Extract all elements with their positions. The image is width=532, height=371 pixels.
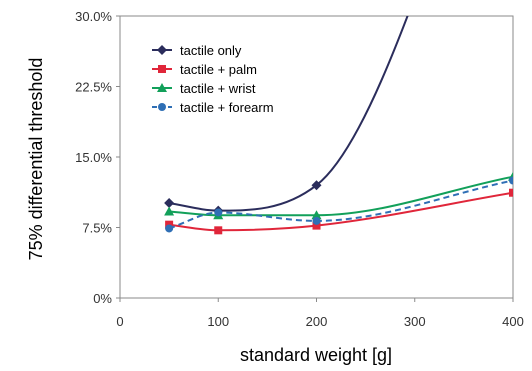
y-tick-label: 15.0% (75, 150, 112, 165)
y-axis-title: 75% differential threshold (26, 58, 46, 261)
legend-marker (158, 103, 166, 111)
y-axis-ticks: 0% 7.5% 15.0% 22.5% 30.0% (75, 9, 120, 306)
data-point-series-4 (509, 176, 513, 185)
x-tick-label: 0 (116, 314, 123, 329)
x-tick-label: 400 (502, 314, 524, 329)
legend-marker (157, 83, 167, 92)
legend-label: tactile only (180, 43, 242, 58)
series-line-3 (169, 175, 513, 217)
x-axis-ticks: 0 100 200 300 400 (116, 298, 524, 329)
x-tick-label: 300 (404, 314, 426, 329)
data-point-series-1 (311, 180, 322, 191)
y-tick-label: 0% (93, 291, 112, 306)
series-layer (164, 16, 513, 235)
legend-marker (157, 45, 167, 55)
data-point-series-1 (164, 198, 175, 209)
y-tick-label: 7.5% (82, 221, 112, 236)
legend: tactile only tactile + palm tactile + wris… (152, 43, 274, 115)
y-tick-label: 22.5% (75, 80, 112, 95)
legend-label: tactile + palm (180, 62, 257, 77)
legend-label: tactile + forearm (180, 100, 274, 115)
y-tick-label: 30.0% (75, 9, 112, 24)
data-point-series-2 (509, 188, 513, 197)
series-line-2 (168, 191, 513, 232)
data-point-series-4 (312, 216, 321, 225)
data-point-series-2 (214, 226, 223, 235)
legend-label: tactile + wrist (180, 81, 256, 96)
x-tick-label: 200 (306, 314, 328, 329)
plot-frame (119, 15, 514, 299)
data-point-series-2 (312, 221, 321, 230)
series-line-4 (168, 179, 513, 230)
data-point-series-4 (165, 224, 174, 233)
x-axis-title: standard weight [g] (240, 345, 392, 365)
legend-marker (158, 65, 166, 73)
x-tick-label: 100 (207, 314, 229, 329)
data-point-series-4 (214, 208, 223, 217)
data-point-series-3 (311, 210, 322, 220)
data-point-series-3 (164, 206, 175, 216)
